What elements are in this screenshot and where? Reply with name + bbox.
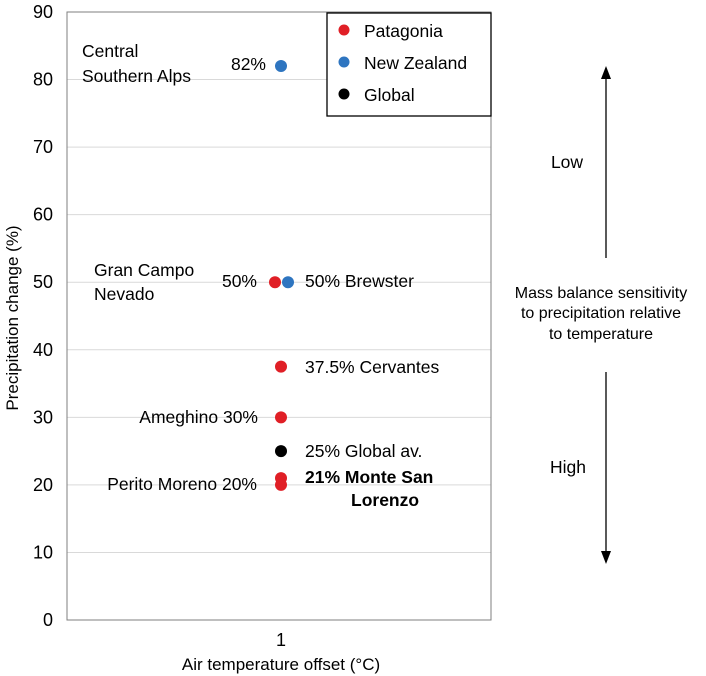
legend: Patagonia New Zealand Global xyxy=(326,12,492,117)
y-tick-label-90: 90 xyxy=(33,2,53,22)
data-point-4 xyxy=(275,411,287,424)
y-tick-label-80: 80 xyxy=(33,70,53,90)
x-axis-title: Air temperature offset (°C) xyxy=(182,655,380,674)
low-label: Low xyxy=(551,152,583,172)
data-label-50-brewster: 50% Brewster xyxy=(305,271,414,291)
sensitivity-annotation: Low High Mass balance sensitivity to pre… xyxy=(515,66,688,564)
name-label-gran-campo-line-2: Nevado xyxy=(94,284,154,304)
data-points xyxy=(269,60,294,491)
y-tick-label-60: 60 xyxy=(33,205,53,225)
y-tick-label-0: 0 xyxy=(43,610,53,630)
x-tick-label: 1 xyxy=(276,630,286,650)
legend-marker-patagonia xyxy=(338,24,350,36)
y-tick-label-30: 30 xyxy=(33,407,53,427)
legend-label-new-zealand: New Zealand xyxy=(364,53,467,73)
sensitivity-text-line-1: Mass balance sensitivity xyxy=(515,285,688,302)
data-label-perito-moreno: Perito Moreno 20% xyxy=(107,474,257,494)
data-label-82: 82% xyxy=(231,54,266,74)
data-label-50-gran-campo: 50% xyxy=(222,271,257,291)
y-axis-title: Precipitation change (%) xyxy=(3,225,22,410)
data-point-1 xyxy=(269,276,281,289)
legend-marker-new-zealand xyxy=(338,56,350,68)
data-label-monte-san-lorenzo-line-1: 21% Monte San xyxy=(305,467,433,487)
data-point-5 xyxy=(275,445,287,458)
y-tick-label-40: 40 xyxy=(33,340,53,360)
data-point-3 xyxy=(275,360,287,373)
plot-area-frame xyxy=(66,11,492,621)
data-label-global: 25% Global av. xyxy=(305,441,422,461)
sensitivity-text-line-3: to temperature xyxy=(549,326,653,343)
arrow-up-head xyxy=(601,66,611,79)
legend-label-global: Global xyxy=(364,85,415,105)
y-tick-label-70: 70 xyxy=(33,137,53,157)
legend-label-patagonia: Patagonia xyxy=(364,21,443,41)
legend-box xyxy=(326,12,492,117)
data-point-7 xyxy=(275,478,287,491)
y-tick-label-20: 20 xyxy=(33,475,53,495)
sensitivity-text-line-2: to precipitation relative xyxy=(521,305,681,322)
data-label-ameghino: Ameghino 30% xyxy=(139,407,258,427)
name-label-central-line-1: Central xyxy=(82,41,138,61)
data-point-2 xyxy=(282,276,294,289)
arrow-down-head xyxy=(601,551,611,564)
legend-marker-global xyxy=(338,88,350,100)
y-tick-label-50: 50 xyxy=(33,272,53,292)
point-labels: 82% Central Southern Alps 50% Gran Campo Neva… xyxy=(82,41,439,510)
name-label-gran-campo-line-1: Gran Campo xyxy=(94,260,194,280)
high-label: High xyxy=(550,457,586,477)
y-tick-labels: 0 10 20 30 40 50 60 70 80 90 xyxy=(33,2,53,630)
data-label-monte-san-lorenzo-line-2: Lorenzo xyxy=(351,490,419,510)
data-label-cervantes: 37.5% Cervantes xyxy=(305,357,439,377)
data-point-0 xyxy=(275,60,287,73)
y-tick-label-10: 10 xyxy=(33,542,53,562)
name-label-central-line-2: Southern Alps xyxy=(82,66,191,86)
